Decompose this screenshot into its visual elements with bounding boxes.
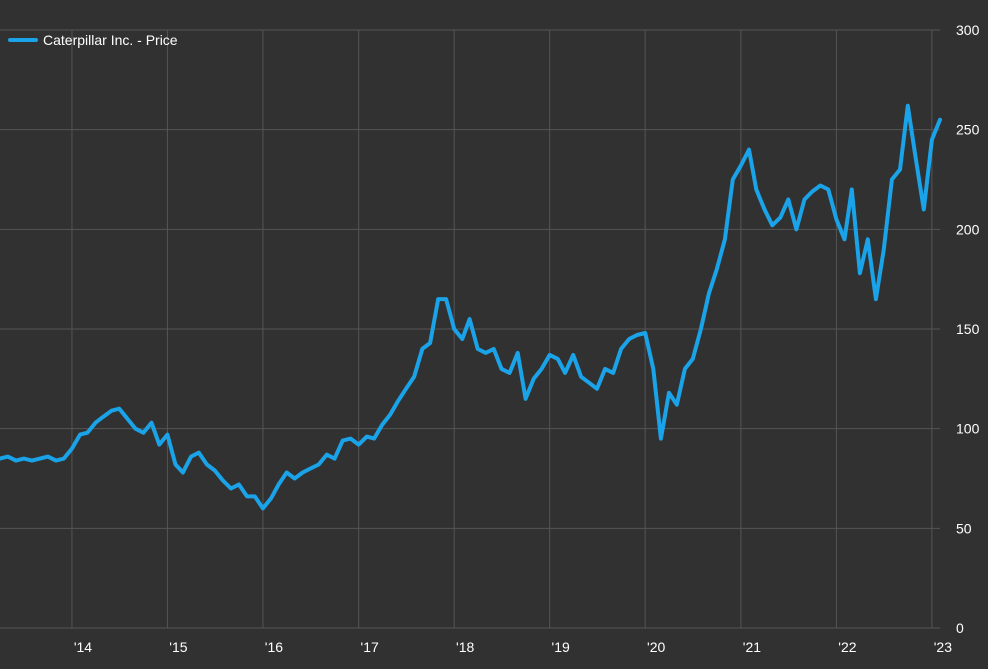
y-axis-tick-labels: 0 50 100 150 200 250 300 bbox=[956, 22, 980, 636]
x-tick-label: '23 bbox=[934, 639, 952, 655]
x-tick-label: '14 bbox=[74, 639, 92, 655]
x-tick-label: '22 bbox=[838, 639, 856, 655]
x-tick-label: '16 bbox=[265, 639, 283, 655]
y-tick-label: 300 bbox=[956, 22, 980, 38]
y-tick-label: 200 bbox=[956, 221, 980, 237]
x-tick-label: '17 bbox=[361, 639, 379, 655]
legend-label: Caterpillar Inc. - Price bbox=[43, 32, 178, 48]
vertical-gridlines bbox=[71, 30, 933, 628]
x-tick-label: '21 bbox=[743, 639, 761, 655]
chart-legend: Caterpillar Inc. - Price bbox=[8, 32, 178, 48]
series-lines bbox=[0, 103, 942, 511]
x-tick-label: '18 bbox=[456, 639, 474, 655]
y-tick-label: 250 bbox=[956, 122, 980, 138]
x-tick-label: '15 bbox=[169, 639, 187, 655]
y-tick-label: 150 bbox=[956, 321, 980, 337]
x-tick-label: '19 bbox=[552, 639, 570, 655]
x-axis-tick-labels: '14 '15 '16 '17 '18 '19 '20 '21 '22 '23 bbox=[74, 639, 952, 655]
series-line bbox=[0, 103, 942, 511]
y-tick-label: 100 bbox=[956, 421, 980, 437]
y-tick-label: 0 bbox=[956, 620, 964, 636]
horizontal-gridlines bbox=[0, 29, 940, 629]
y-tick-label: 50 bbox=[956, 520, 972, 536]
x-tick-label: '20 bbox=[647, 639, 665, 655]
